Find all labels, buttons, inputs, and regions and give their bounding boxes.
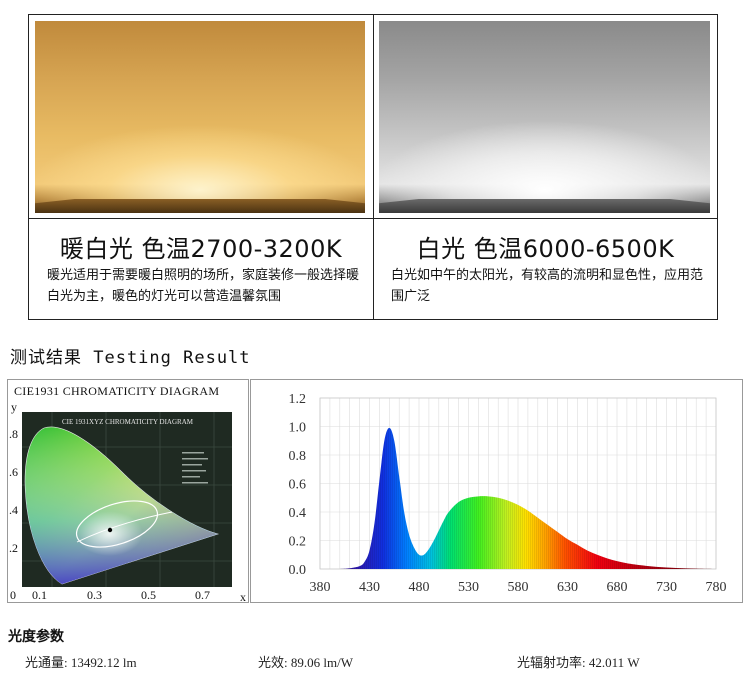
warm-photo-frame [29, 15, 373, 219]
cie-measured-point [107, 527, 113, 533]
cie-y-tick: .2 [9, 541, 18, 555]
x-tick-label: 680 [607, 580, 628, 595]
cie-x-axis-label: x [240, 590, 246, 604]
cie-x-tick: 0.7 [195, 588, 210, 602]
white-panel: 白光 色温6000-6500K 白光如中午的太阳光，有较高的流明和显色性，应用范… [373, 15, 718, 319]
cie-title: CIE1931 CHROMATICITY DIAGRAM [14, 384, 220, 398]
radiant-power: 光辐射功率: 42.011 W [517, 655, 640, 670]
cie-y-axis-label: y [11, 400, 17, 414]
y-tick-label: 0.6 [289, 478, 307, 493]
x-tick-label: 380 [310, 580, 331, 595]
warm-light-photo [35, 21, 365, 213]
spectrum-y-ticks: 0.0 0.2 0.4 0.6 0.8 1.0 1.2 [289, 392, 307, 578]
y-tick-label: 0.8 [289, 449, 307, 464]
x-tick-label: 580 [508, 580, 529, 595]
white-photo-frame [373, 15, 718, 219]
testing-result-heading: 测试结果 Testing Result [10, 348, 251, 368]
cie-x-tick: 0 [10, 588, 16, 602]
cie-inner-title: CIE 1931XYZ CHROMATICITY DIAGRAM [62, 418, 194, 426]
color-temperature-comparison: 暖白光 色温2700-3200K 暖光适用于需要暖白照明的场所，家庭装修一般选择… [28, 14, 718, 320]
cie-white-region [66, 492, 162, 556]
cie-y-tick: .8 [9, 427, 18, 441]
y-tick-label: 0.2 [289, 535, 307, 550]
y-tick-label: 0.0 [289, 563, 307, 578]
warm-panel-title: 暖白光 色温2700-3200K [59, 235, 343, 263]
white-photo-floor [379, 199, 710, 213]
cie-legend-bars [182, 452, 208, 484]
x-tick-label: 430 [359, 580, 380, 595]
white-light-photo [379, 21, 710, 213]
cie-planckian-locus [76, 511, 173, 543]
x-tick-label: 530 [458, 580, 479, 595]
y-tick-label: 0.4 [289, 506, 307, 521]
cie-y-tick: .6 [9, 465, 18, 479]
cie-x-tick: 0.3 [87, 588, 102, 602]
cie-planckian-ellipse [75, 500, 159, 548]
cie-x-tick: 0.5 [141, 588, 156, 602]
spectral-power-chart: 0.0 0.2 0.4 0.6 0.8 1.0 1.2 380 430 480 530 580 630… [289, 392, 727, 595]
x-tick-label: 480 [409, 580, 430, 595]
y-tick-label: 1.0 [289, 421, 307, 436]
x-tick-label: 630 [557, 580, 578, 595]
warm-white-panel: 暖白光 色温2700-3200K 暖光适用于需要暖白照明的场所，家庭装修一般选择… [29, 15, 374, 319]
luminous-efficacy: 光效: 89.06 lm/W [258, 655, 353, 670]
x-tick-label: 730 [656, 580, 677, 595]
spectrum-chart-frame [250, 379, 743, 603]
white-panel-description: 白光如中午的太阳光，有较高的流明和显色性，应用范围广泛 [391, 268, 704, 304]
warm-panel-description: 暖光适用于需要暖白照明的场所，家庭装修一般选择暖白光为主，暖色的灯光可以营造温馨… [47, 268, 360, 304]
x-tick-label: 780 [706, 580, 727, 595]
warm-photo-floor [35, 199, 365, 213]
cie-x-tick: 0.1 [32, 588, 47, 602]
spectrum-stripes [320, 427, 716, 569]
luminous-flux: 光通量: 13492.12 lm [25, 655, 137, 670]
cie-diagram-frame [7, 379, 249, 603]
spectrum-x-ticks: 380 430 480 530 580 630 680 730 780 [310, 580, 727, 595]
cie-y-tick: .4 [9, 503, 18, 517]
photometric-params-heading: 光度参数 [8, 629, 64, 645]
cie-chromaticity-plot: CIE 1931XYZ CHROMATICITY DIAGRAM [22, 412, 232, 587]
white-panel-title: 白光 色温6000-6500K [416, 235, 675, 263]
y-tick-label: 1.2 [289, 392, 307, 407]
